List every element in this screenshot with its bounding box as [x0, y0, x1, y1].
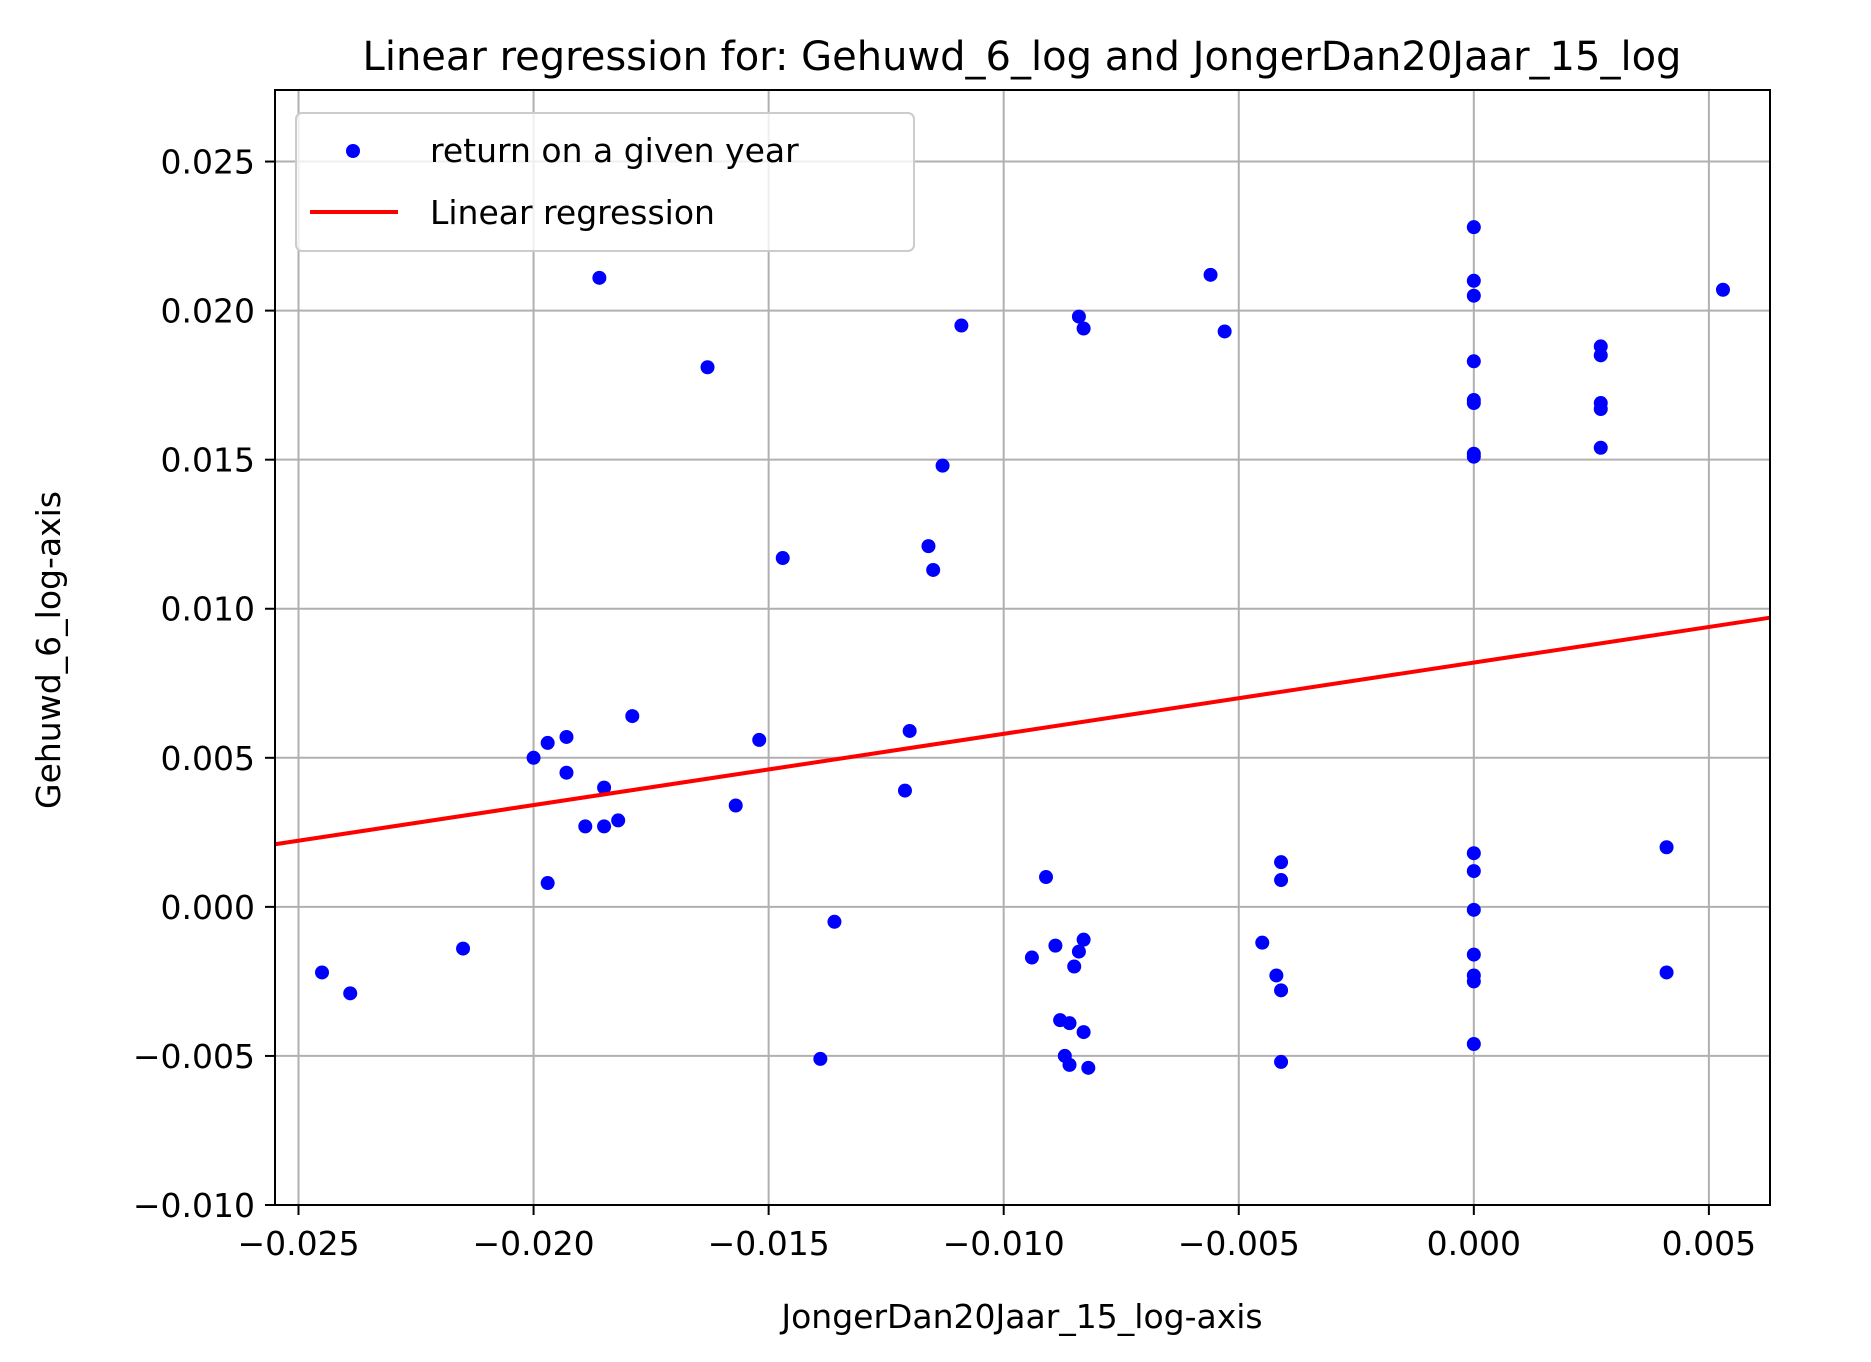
- legend: return on a given year Linear regression: [295, 112, 915, 252]
- data-point: [1659, 965, 1674, 980]
- data-point: [1466, 947, 1481, 962]
- data-point: [1076, 932, 1091, 947]
- x-axis-label: JongerDan20Jaar_15_log-axis: [779, 1297, 1262, 1336]
- data-point: [1466, 288, 1481, 303]
- data-point: [1274, 855, 1289, 870]
- data-point: [700, 360, 715, 375]
- data-point: [625, 709, 640, 724]
- data-point: [1269, 968, 1284, 983]
- y-tick-label: 0.015: [161, 441, 255, 480]
- data-point: [1274, 1054, 1289, 1069]
- data-point: [935, 458, 950, 473]
- plot-area-background: [275, 90, 1770, 1205]
- data-point: [1255, 935, 1270, 950]
- data-point: [1062, 1016, 1077, 1031]
- data-point: [1593, 440, 1608, 455]
- y-tick-label: 0.020: [161, 292, 255, 331]
- data-point: [752, 732, 767, 747]
- data-point: [1466, 1037, 1481, 1052]
- data-point: [902, 723, 917, 738]
- x-tick-label: −0.025: [237, 1224, 359, 1263]
- data-point: [611, 813, 626, 828]
- data-point: [1466, 449, 1481, 464]
- data-point: [1659, 840, 1674, 855]
- y-tick-label: −0.005: [133, 1037, 255, 1076]
- x-tick-label: −0.010: [943, 1224, 1065, 1263]
- legend-label-regression: Linear regression: [430, 193, 715, 232]
- data-point: [540, 735, 555, 750]
- data-point: [1466, 396, 1481, 411]
- y-tick-label: 0.000: [161, 888, 255, 927]
- data-point: [592, 270, 607, 285]
- data-point: [1593, 348, 1608, 363]
- legend-box: [295, 112, 915, 252]
- plot-area-frame: [274, 89, 1771, 1206]
- data-point: [1466, 220, 1481, 235]
- data-point: [775, 551, 790, 566]
- scatter-points: [315, 220, 1730, 1075]
- data-point: [1081, 1060, 1096, 1075]
- data-point: [1715, 282, 1730, 297]
- data-point: [954, 318, 969, 333]
- data-point: [578, 819, 593, 834]
- data-point: [1048, 938, 1063, 953]
- data-point: [1466, 864, 1481, 879]
- data-point: [1274, 983, 1289, 998]
- x-tick-label: −0.015: [708, 1224, 830, 1263]
- data-point: [813, 1051, 828, 1066]
- x-tick-label: −0.020: [473, 1224, 595, 1263]
- data-point: [540, 876, 555, 891]
- data-point: [597, 780, 612, 795]
- data-point: [926, 562, 941, 577]
- data-point: [728, 798, 743, 813]
- data-point: [1593, 401, 1608, 416]
- legend-label-scatter: return on a given year: [430, 131, 799, 170]
- data-point: [1062, 1057, 1077, 1072]
- y-tick-label: 0.010: [161, 590, 255, 629]
- data-point: [1466, 354, 1481, 369]
- x-tick-label: 0.000: [1427, 1224, 1521, 1263]
- data-point: [1024, 950, 1039, 965]
- data-point: [456, 941, 471, 956]
- data-point: [559, 729, 574, 744]
- data-point: [1466, 846, 1481, 861]
- data-point: [1466, 974, 1481, 989]
- data-point: [827, 914, 842, 929]
- data-point: [526, 750, 541, 765]
- y-tick-label: 0.025: [161, 143, 255, 182]
- legend-marker-scatter: [346, 144, 360, 158]
- y-tick-label: 0.005: [161, 739, 255, 778]
- data-point: [343, 986, 358, 1001]
- data-point: [597, 819, 612, 834]
- data-point: [559, 765, 574, 780]
- data-point: [1203, 267, 1218, 282]
- data-point: [1071, 944, 1086, 959]
- data-point: [1466, 902, 1481, 917]
- regression-line: [274, 615, 1771, 847]
- data-point: [315, 965, 330, 980]
- data-point: [897, 783, 912, 798]
- data-point: [1076, 321, 1091, 336]
- x-tick-label: −0.005: [1178, 1224, 1300, 1263]
- data-point: [1076, 1025, 1091, 1040]
- data-point: [1067, 959, 1082, 974]
- chart-title: Linear regression for: Gehuwd_6_log and …: [363, 34, 1682, 80]
- data-point: [1274, 873, 1289, 888]
- data-series: [274, 220, 1771, 1075]
- axis-ticks: −0.025 −0.020 −0.015 −0.010 −0.005 0.000 0.005…: [133, 143, 1756, 1263]
- data-point: [1217, 324, 1232, 339]
- x-tick-label: 0.005: [1662, 1224, 1756, 1263]
- data-point: [1071, 309, 1086, 324]
- y-axis-label: Gehuwd_6_log-axis: [29, 491, 68, 809]
- data-point: [1466, 273, 1481, 288]
- y-tick-label: −0.010: [133, 1186, 255, 1225]
- data-point: [921, 539, 936, 554]
- data-point: [1039, 870, 1054, 885]
